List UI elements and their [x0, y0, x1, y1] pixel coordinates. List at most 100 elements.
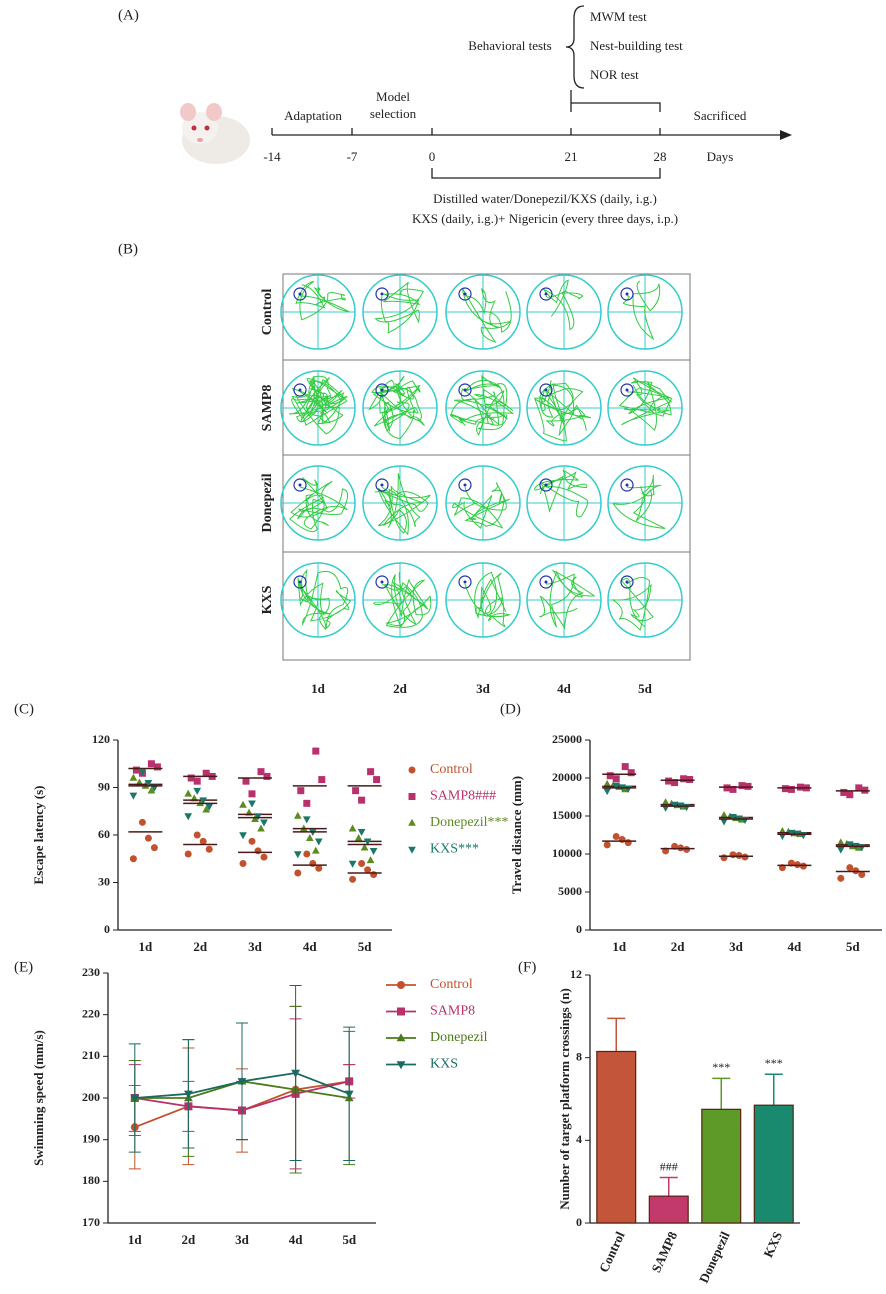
swim-track [464, 571, 512, 628]
swim-track [289, 477, 349, 533]
point [291, 1069, 300, 1078]
point [129, 792, 138, 800]
point [723, 784, 731, 792]
y-tick-label: 10000 [552, 846, 582, 860]
point [397, 981, 405, 989]
point [184, 1090, 193, 1099]
point [257, 824, 265, 832]
point [349, 875, 357, 883]
platform-dot [380, 483, 384, 487]
swim-track [539, 569, 596, 630]
arrow-head [780, 130, 792, 140]
point [153, 763, 161, 771]
y-tick-label: 60 [98, 827, 110, 841]
point [720, 818, 728, 826]
point [845, 841, 854, 849]
y-axis-label: Swimming speed (mm/s) [31, 1030, 46, 1166]
point [396, 1033, 406, 1042]
label: NOR test [590, 67, 639, 82]
y-axis-label: Number of target platform crossings (n) [557, 988, 572, 1210]
y-tick-label: 170 [82, 1215, 100, 1229]
point [193, 831, 201, 839]
swim-track [288, 375, 348, 435]
x-tick-label: 4d [303, 939, 318, 954]
point [358, 860, 366, 867]
y-tick-label: 15000 [552, 808, 582, 822]
platform [375, 478, 389, 492]
platform-dot [298, 388, 302, 392]
platform-dot [625, 580, 629, 584]
bar [648, 1195, 689, 1224]
tick-label: 0 [429, 149, 436, 164]
point [293, 811, 302, 819]
legend-label: KXS [430, 1057, 458, 1072]
error-bar [764, 1073, 783, 1106]
point [254, 813, 262, 821]
platform [620, 575, 634, 589]
point [138, 768, 147, 776]
x-tick-label: 2d [182, 1232, 197, 1247]
y-tick-label: 220 [82, 1006, 100, 1020]
x-tick-label: Control [596, 1229, 628, 1275]
platform-dot [625, 292, 629, 296]
point [787, 785, 795, 793]
tick-label: -14 [263, 149, 281, 164]
column-label: 4d [557, 681, 572, 696]
y-tick-label: 90 [98, 779, 110, 793]
point [661, 798, 670, 806]
platform [458, 575, 472, 589]
point [846, 791, 854, 799]
point [254, 847, 262, 855]
point [305, 833, 314, 841]
x-tick-label: 3d [248, 939, 263, 954]
platform-dot [463, 388, 467, 392]
point [184, 813, 193, 821]
point [352, 787, 360, 795]
legend-label: Control [430, 977, 473, 992]
annotation: ### [660, 1159, 678, 1173]
point [293, 851, 302, 859]
point [205, 803, 214, 811]
point [150, 844, 158, 852]
point [744, 782, 752, 790]
platform [458, 383, 472, 397]
point [364, 866, 372, 874]
platform [375, 383, 389, 397]
panel-label: (B) [118, 241, 138, 257]
x-tick-label: 2d [671, 939, 686, 954]
mouse-icon [180, 103, 250, 164]
swim-track [461, 287, 512, 344]
point [344, 1090, 354, 1099]
platform [293, 575, 307, 589]
point [311, 846, 320, 854]
point [729, 851, 737, 859]
point [408, 793, 416, 800]
platform-dot [544, 580, 548, 584]
point [621, 763, 629, 771]
platform-dot [463, 292, 467, 296]
point [263, 772, 271, 780]
point [348, 824, 357, 832]
point [855, 784, 863, 792]
x-tick-label: 5d [846, 939, 861, 954]
point [260, 819, 268, 827]
platform-dot [380, 580, 384, 584]
error-bar [712, 1077, 731, 1110]
timeline-ticks [271, 5, 661, 179]
row-label: Donepezil [260, 473, 275, 532]
point [858, 871, 866, 879]
point [303, 850, 311, 858]
point [202, 805, 211, 813]
point [184, 789, 193, 797]
y-axis-label: Travel distance (mm) [509, 776, 524, 894]
point [612, 775, 620, 783]
platform [539, 287, 553, 301]
y-tick-label: 20000 [552, 770, 582, 784]
label: Distilled water/Donepezil/KXS (daily, i.… [433, 191, 657, 206]
y-tick-label: 30 [98, 874, 110, 888]
swim-track [368, 375, 425, 440]
point [366, 856, 375, 864]
y-tick-label: 0 [576, 1215, 582, 1229]
tick-label: -7 [347, 149, 358, 164]
x-tick-label: SAMP8 [648, 1229, 680, 1275]
